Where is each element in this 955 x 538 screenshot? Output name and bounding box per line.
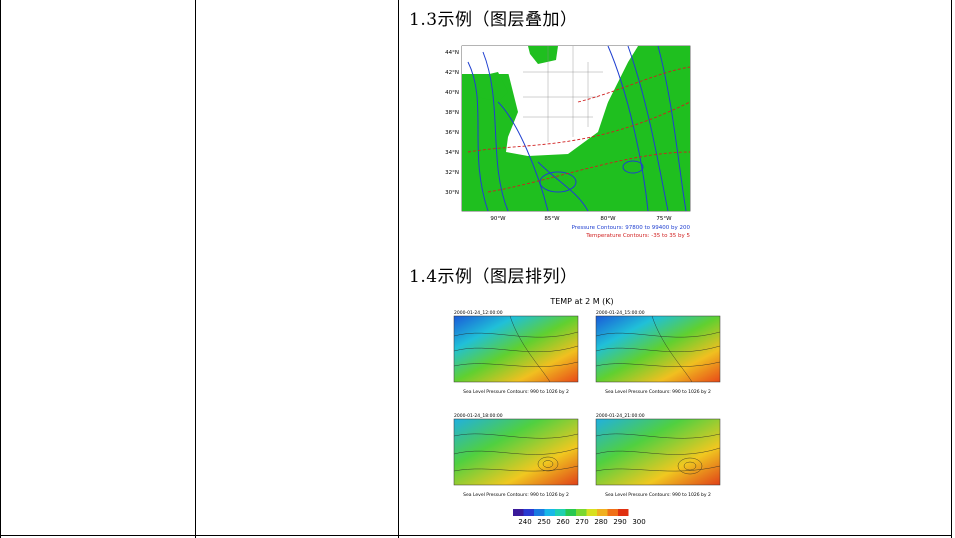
colorbar-swatch <box>534 509 545 516</box>
lat-label: 44°N <box>445 50 459 56</box>
heading-1-4: 1.4示例（图层排列） <box>409 267 578 287</box>
pressure-contours <box>467 45 687 212</box>
panel-time: 2000-01-24_18:00:00 <box>454 413 503 419</box>
colorbar-swatch <box>607 509 618 516</box>
table-border-bottom <box>0 535 952 536</box>
figure-title: TEMP at 2 M (K) <box>549 297 613 306</box>
longitude-labels: 90°W 85°W 80°W 75°W <box>490 216 672 222</box>
lat-label: 40°N <box>445 90 459 96</box>
colorbar-label: 280 <box>594 518 607 526</box>
table-column-divider-2 <box>398 0 399 538</box>
white-north-region <box>462 46 522 74</box>
lat-label: 42°N <box>445 70 459 76</box>
panel-figure: TEMP at 2 M (K) 2000-01-24_12:00:00 Sea … <box>453 297 721 526</box>
lon-label: 90°W <box>490 216 506 222</box>
panel-time: 2000-01-24_21:00:00 <box>596 413 645 419</box>
colorbar-swatch <box>576 509 587 516</box>
figure-layer-overlay: 44°N 42°N 40°N 38°N 36°N 34°N 32°N 30°N … <box>428 42 698 246</box>
panel-time: 2000-01-24_15:00:00 <box>596 310 645 316</box>
panel-caption: Sea Level Pressure Contours: 990 to 1026… <box>463 389 569 395</box>
colorbar-swatch <box>523 509 534 516</box>
state-outlines <box>523 46 603 142</box>
panel-time: 2000-01-24_12:00:00 <box>454 310 503 316</box>
colorbar-label: 240 <box>518 518 531 526</box>
colorbar-swatch <box>618 509 629 516</box>
colorbar-swatch <box>586 509 597 516</box>
colorbar-label: 250 <box>537 518 550 526</box>
land-region-west <box>462 46 690 211</box>
overlay-map: 44°N 42°N 40°N 38°N 36°N 34°N 32°N 30°N … <box>445 45 691 239</box>
colorbar-labels: 240 250 260 270 280 290 300 <box>518 518 645 526</box>
lon-label: 80°W <box>600 216 616 222</box>
panel-caption: Sea Level Pressure Contours: 990 to 1026… <box>605 492 711 498</box>
latitude-labels: 44°N 42°N 40°N 38°N 36°N 34°N 32°N 30°N <box>445 50 459 196</box>
figure-layer-arrangement: TEMP at 2 M (K) 2000-01-24_12:00:00 Sea … <box>440 296 725 532</box>
colorbar-label: 290 <box>613 518 626 526</box>
panel-4: 2000-01-24_21:00:00 Sea Level Pressure C… <box>595 413 721 498</box>
table-border-right <box>951 0 952 538</box>
lat-label: 34°N <box>445 150 459 156</box>
lat-label: 30°N <box>445 190 459 196</box>
colorbar-swatch <box>513 509 524 516</box>
lon-label: 85°W <box>544 216 560 222</box>
lon-label: 75°W <box>656 216 672 222</box>
colorbar-swatch <box>544 509 555 516</box>
lat-label: 32°N <box>445 170 459 176</box>
colorbar-label: 270 <box>575 518 588 526</box>
colorbar-label: 300 <box>632 518 645 526</box>
colorbar-swatch <box>565 509 576 516</box>
panel-1: 2000-01-24_12:00:00 Sea Level Pressure C… <box>453 310 579 395</box>
land-patch-nw <box>472 72 508 102</box>
colorbar-label: 260 <box>556 518 569 526</box>
lat-label: 38°N <box>445 110 459 116</box>
temperature-contours <box>467 66 691 193</box>
heading-1-3: 1.3示例（图层叠加） <box>409 10 578 30</box>
table-column-divider-1 <box>195 0 196 538</box>
pressure-caption: Pressure Contours: 97800 to 99400 by 200 <box>572 225 691 231</box>
table-border-left <box>0 0 1 538</box>
panel-caption: Sea Level Pressure Contours: 990 to 1026… <box>605 389 711 395</box>
land-patch-north <box>528 46 558 64</box>
panel-caption: Sea Level Pressure Contours: 990 to 1026… <box>463 492 569 498</box>
colorbar <box>513 509 629 516</box>
temperature-caption: Temperature Contours: -35 to 35 by 5 <box>585 233 690 239</box>
panel-3: 2000-01-24_18:00:00 Sea Level Pressure C… <box>453 413 579 498</box>
colorbar-swatch <box>597 509 608 516</box>
panel-2: 2000-01-24_15:00:00 Sea Level Pressure C… <box>595 310 721 395</box>
colorbar-swatch <box>555 509 566 516</box>
lat-label: 36°N <box>445 130 459 136</box>
